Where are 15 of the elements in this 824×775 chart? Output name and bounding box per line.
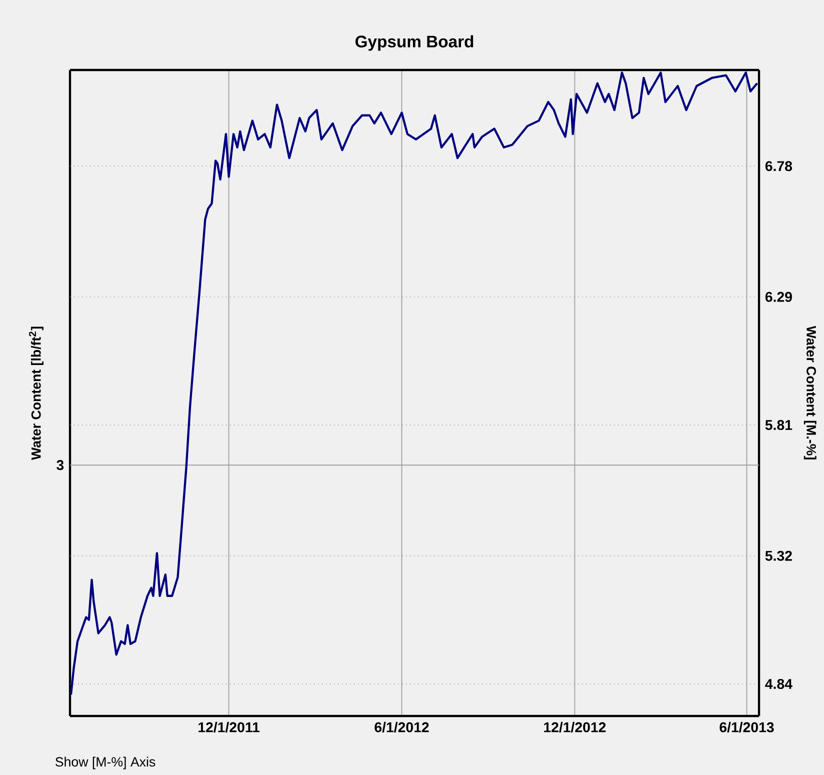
text: 3 <box>56 460 64 470</box>
x-tick-label: 12/1/2012 <box>544 722 606 732</box>
y2-tick-label: 4.84 <box>765 678 792 689</box>
x-tick-label: 6/1/2012 <box>374 722 429 732</box>
chart-title: Gypsum Board <box>355 35 474 51</box>
y-axis-title: Water Content [lb/ft$^{2}$] <box>28 326 44 460</box>
y2-tick-label: 5.81 <box>765 420 792 430</box>
line-series <box>70 72 758 696</box>
y2-tick-label: 6.29 <box>765 292 792 302</box>
x-tick-label: 6/1/2013 <box>720 722 774 732</box>
y2-tick-label: 5.32 <box>765 550 792 561</box>
text: Show [M-%] Axis <box>55 756 156 770</box>
y2-tick-label: 6.78 <box>765 161 792 172</box>
x-tick-label: 12/1/2011 <box>198 722 260 732</box>
y2-axis-title: Water Content [M.-%] <box>804 326 816 460</box>
